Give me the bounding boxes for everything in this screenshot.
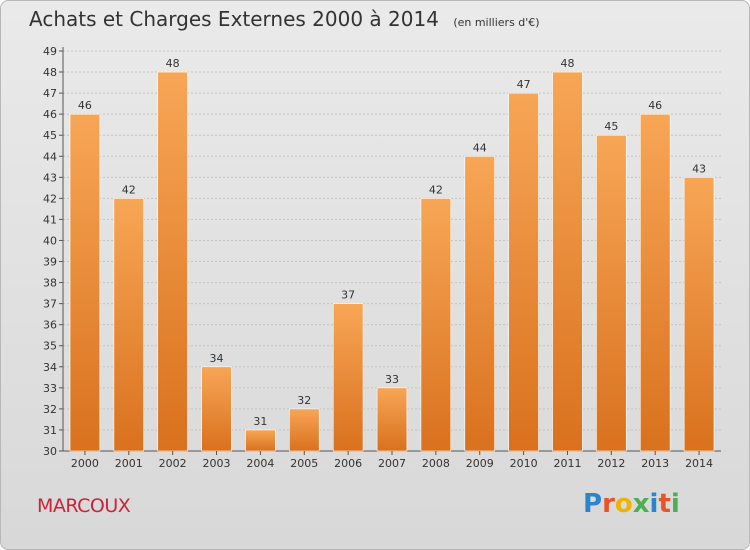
- city-name: MARCOUX: [37, 495, 131, 517]
- x-tick-label: 2010: [510, 457, 538, 470]
- data-label: 42: [122, 183, 136, 196]
- bar-2009: [464, 155, 495, 452]
- bar-2012: [596, 134, 627, 452]
- x-tick-label: 2013: [641, 457, 669, 470]
- data-label: 46: [78, 99, 92, 112]
- x-tick-label: 2011: [553, 457, 581, 470]
- y-tick-label: 43: [43, 171, 57, 184]
- bar-2014: [683, 177, 715, 452]
- y-tick-label: 37: [43, 298, 57, 311]
- bar-2007: [376, 387, 408, 452]
- data-label: 46: [648, 99, 662, 112]
- y-tick-label: 33: [43, 382, 57, 395]
- x-tick-label: 2008: [422, 457, 450, 470]
- y-tick-label: 38: [43, 277, 57, 290]
- x-tick-label: 2005: [290, 457, 318, 470]
- data-label: 34: [210, 352, 224, 365]
- y-tick-label: 45: [43, 129, 57, 142]
- bar-2008: [420, 198, 452, 452]
- y-tick-label: 47: [43, 87, 57, 100]
- data-label: 45: [604, 120, 618, 133]
- bar-2003: [201, 366, 232, 452]
- x-tick-label: 2000: [71, 457, 99, 470]
- bar-2000: [69, 113, 101, 452]
- x-tick-label: 2004: [246, 457, 274, 470]
- y-tick-label: 34: [43, 361, 57, 374]
- bar-2004: [245, 429, 276, 452]
- bar-2010: [508, 92, 539, 452]
- data-label: 37: [341, 289, 355, 302]
- x-tick-label: 2009: [466, 457, 494, 470]
- data-label: 33: [385, 373, 399, 386]
- x-tick-label: 2014: [685, 457, 713, 470]
- bar-2011: [552, 71, 583, 452]
- logo-letter: t: [658, 489, 671, 519]
- y-tick-label: 44: [43, 150, 57, 163]
- data-label: 32: [297, 394, 311, 407]
- y-tick-label: 42: [43, 192, 57, 205]
- logo-letter: i: [649, 489, 659, 519]
- x-tick-label: 2002: [159, 457, 187, 470]
- bar-2006: [332, 303, 364, 452]
- bar-2013: [639, 113, 671, 452]
- bar-2002: [157, 71, 188, 452]
- y-tick-label: 36: [43, 319, 57, 332]
- y-tick-label: 39: [43, 256, 57, 269]
- data-label: 48: [166, 57, 180, 70]
- chart-title-text: Achats et Charges Externes 2000 à 2014: [29, 7, 439, 31]
- data-label: 44: [473, 141, 487, 154]
- logo-letter: x: [632, 489, 650, 519]
- x-tick-label: 2007: [378, 457, 406, 470]
- y-tick-label: 48: [43, 66, 57, 79]
- logo-letter: i: [670, 489, 680, 519]
- x-tick-label: 2006: [334, 457, 362, 470]
- logo-letter: r: [602, 489, 615, 519]
- data-label: 47: [517, 78, 531, 91]
- y-tick-label: 41: [43, 213, 57, 226]
- logo-letter: o: [614, 489, 633, 519]
- proxiti-logo: Proxiti: [583, 489, 680, 519]
- y-tick-label: 49: [43, 45, 57, 58]
- y-tick-label: 31: [43, 424, 57, 437]
- y-tick-label: 46: [43, 108, 57, 121]
- chart-unit-label: (en milliers d'€): [453, 16, 540, 29]
- y-tick-label: 35: [43, 340, 57, 353]
- data-label: 48: [560, 57, 574, 70]
- logo-letter: P: [583, 489, 603, 519]
- y-tick-label: 40: [43, 234, 57, 247]
- data-label: 42: [429, 183, 443, 196]
- bar-2001: [113, 198, 145, 452]
- chart-title: Achats et Charges Externes 2000 à 2014 (…: [29, 7, 540, 31]
- data-label: 31: [253, 415, 267, 428]
- data-label: 43: [692, 162, 706, 175]
- x-tick-label: 2012: [597, 457, 625, 470]
- bar-2005: [289, 408, 320, 452]
- x-tick-label: 2001: [115, 457, 143, 470]
- y-tick-label: 30: [43, 445, 57, 458]
- y-tick-label: 32: [43, 403, 57, 416]
- x-tick-label: 2003: [203, 457, 231, 470]
